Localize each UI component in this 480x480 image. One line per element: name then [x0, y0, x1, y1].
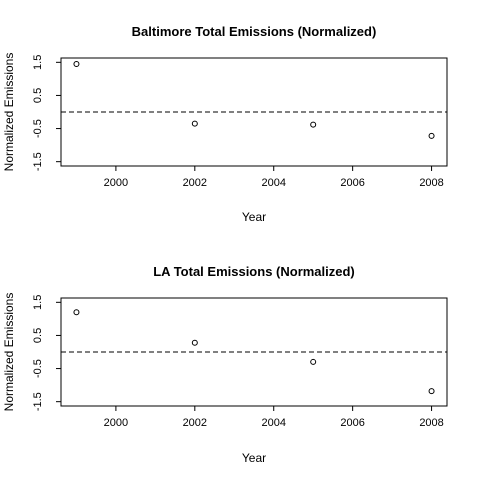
y-tick-label: -1.5	[32, 392, 44, 411]
y-axis: -1.5 -0.5 0.5 1.5	[32, 295, 61, 411]
y-tick-label: 0.5	[32, 328, 44, 343]
x-axis: 2000 2002 2004 2006 2008	[104, 406, 444, 429]
x-axis: 2000 2002 2004 2006 2008	[104, 166, 444, 189]
x-tick-label: 2008	[419, 177, 443, 189]
x-tick-label: 2006	[340, 417, 364, 429]
x-tick-label: 2000	[104, 177, 128, 189]
y-tick-label: -0.5	[32, 119, 44, 138]
y-axis-label: Normalized Emissions	[2, 293, 16, 412]
x-axis-label: Year	[242, 210, 266, 224]
y-tick-label: 0.5	[32, 88, 44, 103]
data-point	[73, 60, 80, 67]
x-axis-label: Year	[242, 451, 266, 465]
x-tick-label: 2002	[183, 177, 207, 189]
x-tick-label: 2002	[183, 417, 207, 429]
y-tick-label: 1.5	[32, 55, 44, 70]
x-tick-label: 2008	[419, 417, 443, 429]
x-tick-label: 2004	[261, 177, 285, 189]
data-point	[428, 388, 435, 395]
y-tick-label: 1.5	[32, 295, 44, 310]
data-point	[191, 120, 198, 127]
y-axis-label: Normalized Emissions	[2, 53, 16, 172]
x-tick-label: 2004	[261, 417, 285, 429]
y-axis: -1.5 -0.5 0.5 1.5	[32, 55, 61, 171]
la-panel: LA Total Emissions (Normalized) Year Nor…	[2, 264, 448, 465]
data-point	[191, 339, 198, 346]
x-tick-label: 2006	[340, 177, 364, 189]
data-point	[73, 309, 80, 316]
y-tick-label: -1.5	[32, 152, 44, 171]
data-point	[428, 132, 435, 139]
chart-title: Baltimore Total Emissions (Normalized)	[132, 24, 377, 39]
y-tick-label: -0.5	[32, 359, 44, 378]
data-point	[310, 121, 317, 128]
chart-title: LA Total Emissions (Normalized)	[153, 264, 355, 279]
data-point	[310, 358, 317, 365]
x-tick-label: 2000	[104, 417, 128, 429]
baltimore-panel: Baltimore Total Emissions (Normalized) Y…	[2, 24, 448, 224]
